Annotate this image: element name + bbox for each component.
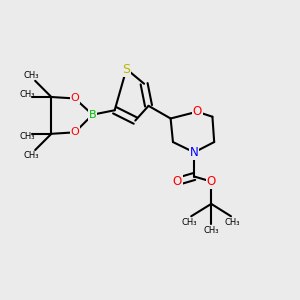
Text: O: O (207, 175, 216, 188)
Text: B: B (89, 110, 96, 120)
Text: S: S (122, 62, 130, 76)
Text: CH₃: CH₃ (203, 226, 219, 235)
Text: CH₃: CH₃ (20, 90, 35, 99)
Text: O: O (70, 127, 79, 137)
Text: CH₃: CH₃ (24, 71, 39, 80)
Text: O: O (193, 105, 202, 118)
Text: O: O (70, 94, 79, 103)
Text: O: O (172, 175, 182, 188)
Text: CH₃: CH₃ (20, 132, 35, 141)
Text: CH₃: CH₃ (225, 218, 240, 227)
Text: N: N (190, 146, 199, 159)
Text: CH₃: CH₃ (24, 151, 39, 160)
Text: CH₃: CH₃ (182, 218, 197, 227)
